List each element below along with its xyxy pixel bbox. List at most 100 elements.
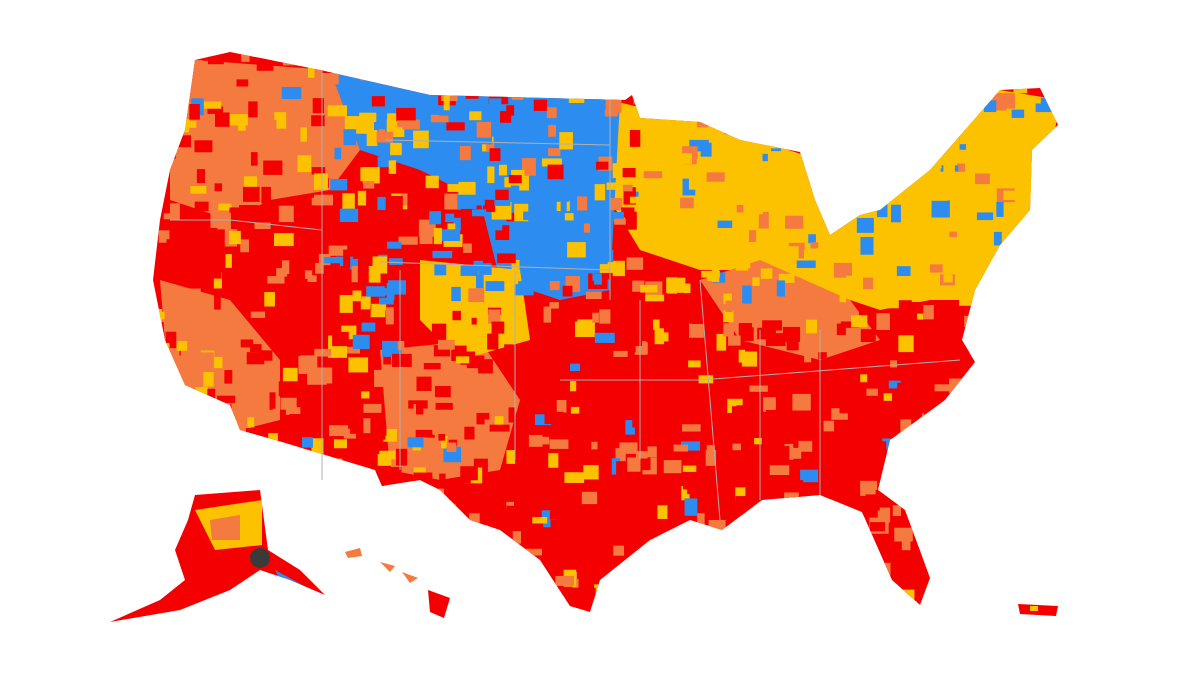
county <box>207 106 224 114</box>
county <box>484 555 498 565</box>
county <box>944 556 957 572</box>
county <box>465 92 479 99</box>
county <box>867 604 874 612</box>
county <box>1027 267 1035 285</box>
county <box>530 541 538 557</box>
county <box>875 489 891 504</box>
county <box>632 57 640 69</box>
county <box>591 441 598 450</box>
county <box>439 109 454 116</box>
county <box>330 178 348 191</box>
county <box>671 232 688 245</box>
county <box>612 163 622 179</box>
county <box>797 126 810 142</box>
county <box>825 432 833 448</box>
county <box>827 482 844 491</box>
county <box>476 274 484 289</box>
county <box>758 517 772 529</box>
county <box>860 374 868 383</box>
county <box>813 579 833 596</box>
county <box>302 522 319 537</box>
county <box>759 552 770 566</box>
county <box>575 125 594 135</box>
county <box>688 531 699 538</box>
county <box>943 162 955 173</box>
county <box>218 203 232 211</box>
county <box>446 122 465 131</box>
county <box>466 546 483 561</box>
county <box>234 455 250 472</box>
county <box>558 489 575 496</box>
county <box>349 464 359 474</box>
county <box>153 311 165 320</box>
county <box>728 335 741 346</box>
county <box>755 528 772 535</box>
county <box>843 227 860 235</box>
county <box>343 129 357 146</box>
county <box>258 350 273 361</box>
county <box>931 200 950 218</box>
county <box>777 363 792 381</box>
county <box>307 477 318 491</box>
county <box>923 304 934 320</box>
county <box>760 179 767 197</box>
county <box>434 572 454 586</box>
county <box>963 64 982 77</box>
county <box>300 346 312 354</box>
county <box>313 173 328 190</box>
county <box>153 426 169 443</box>
county <box>468 167 489 181</box>
county <box>919 114 939 132</box>
county <box>830 511 842 526</box>
county <box>812 533 830 542</box>
county <box>382 340 402 357</box>
county <box>405 283 415 300</box>
county <box>921 158 931 172</box>
county <box>811 575 826 590</box>
county <box>387 113 403 125</box>
county <box>634 295 644 313</box>
county <box>455 356 470 364</box>
county <box>302 478 313 490</box>
county <box>976 212 994 221</box>
county <box>681 590 699 602</box>
county <box>658 587 670 603</box>
county <box>801 582 818 590</box>
county <box>486 142 495 153</box>
county <box>595 428 607 442</box>
county <box>165 116 184 131</box>
county <box>233 467 241 483</box>
county <box>539 585 556 601</box>
region <box>210 515 240 540</box>
county <box>585 291 602 300</box>
county <box>869 522 886 532</box>
county <box>281 86 302 100</box>
county <box>287 550 301 566</box>
county <box>317 407 333 423</box>
island <box>1030 606 1038 611</box>
county <box>1032 194 1050 202</box>
county <box>387 241 402 249</box>
county <box>194 140 213 153</box>
county <box>766 134 775 149</box>
county <box>1040 345 1053 354</box>
county <box>248 101 258 118</box>
county <box>1051 551 1058 560</box>
county <box>957 243 964 257</box>
county <box>506 105 515 116</box>
county <box>614 488 626 497</box>
county <box>329 528 341 538</box>
county <box>463 317 472 335</box>
county <box>297 458 305 473</box>
county <box>541 158 562 167</box>
county <box>902 601 918 612</box>
state-borders <box>170 70 961 521</box>
county <box>778 532 790 545</box>
county <box>896 249 903 262</box>
county <box>780 256 793 264</box>
county <box>468 601 483 612</box>
county <box>1004 418 1017 435</box>
county <box>862 597 869 608</box>
county <box>165 443 173 459</box>
county <box>868 124 883 136</box>
